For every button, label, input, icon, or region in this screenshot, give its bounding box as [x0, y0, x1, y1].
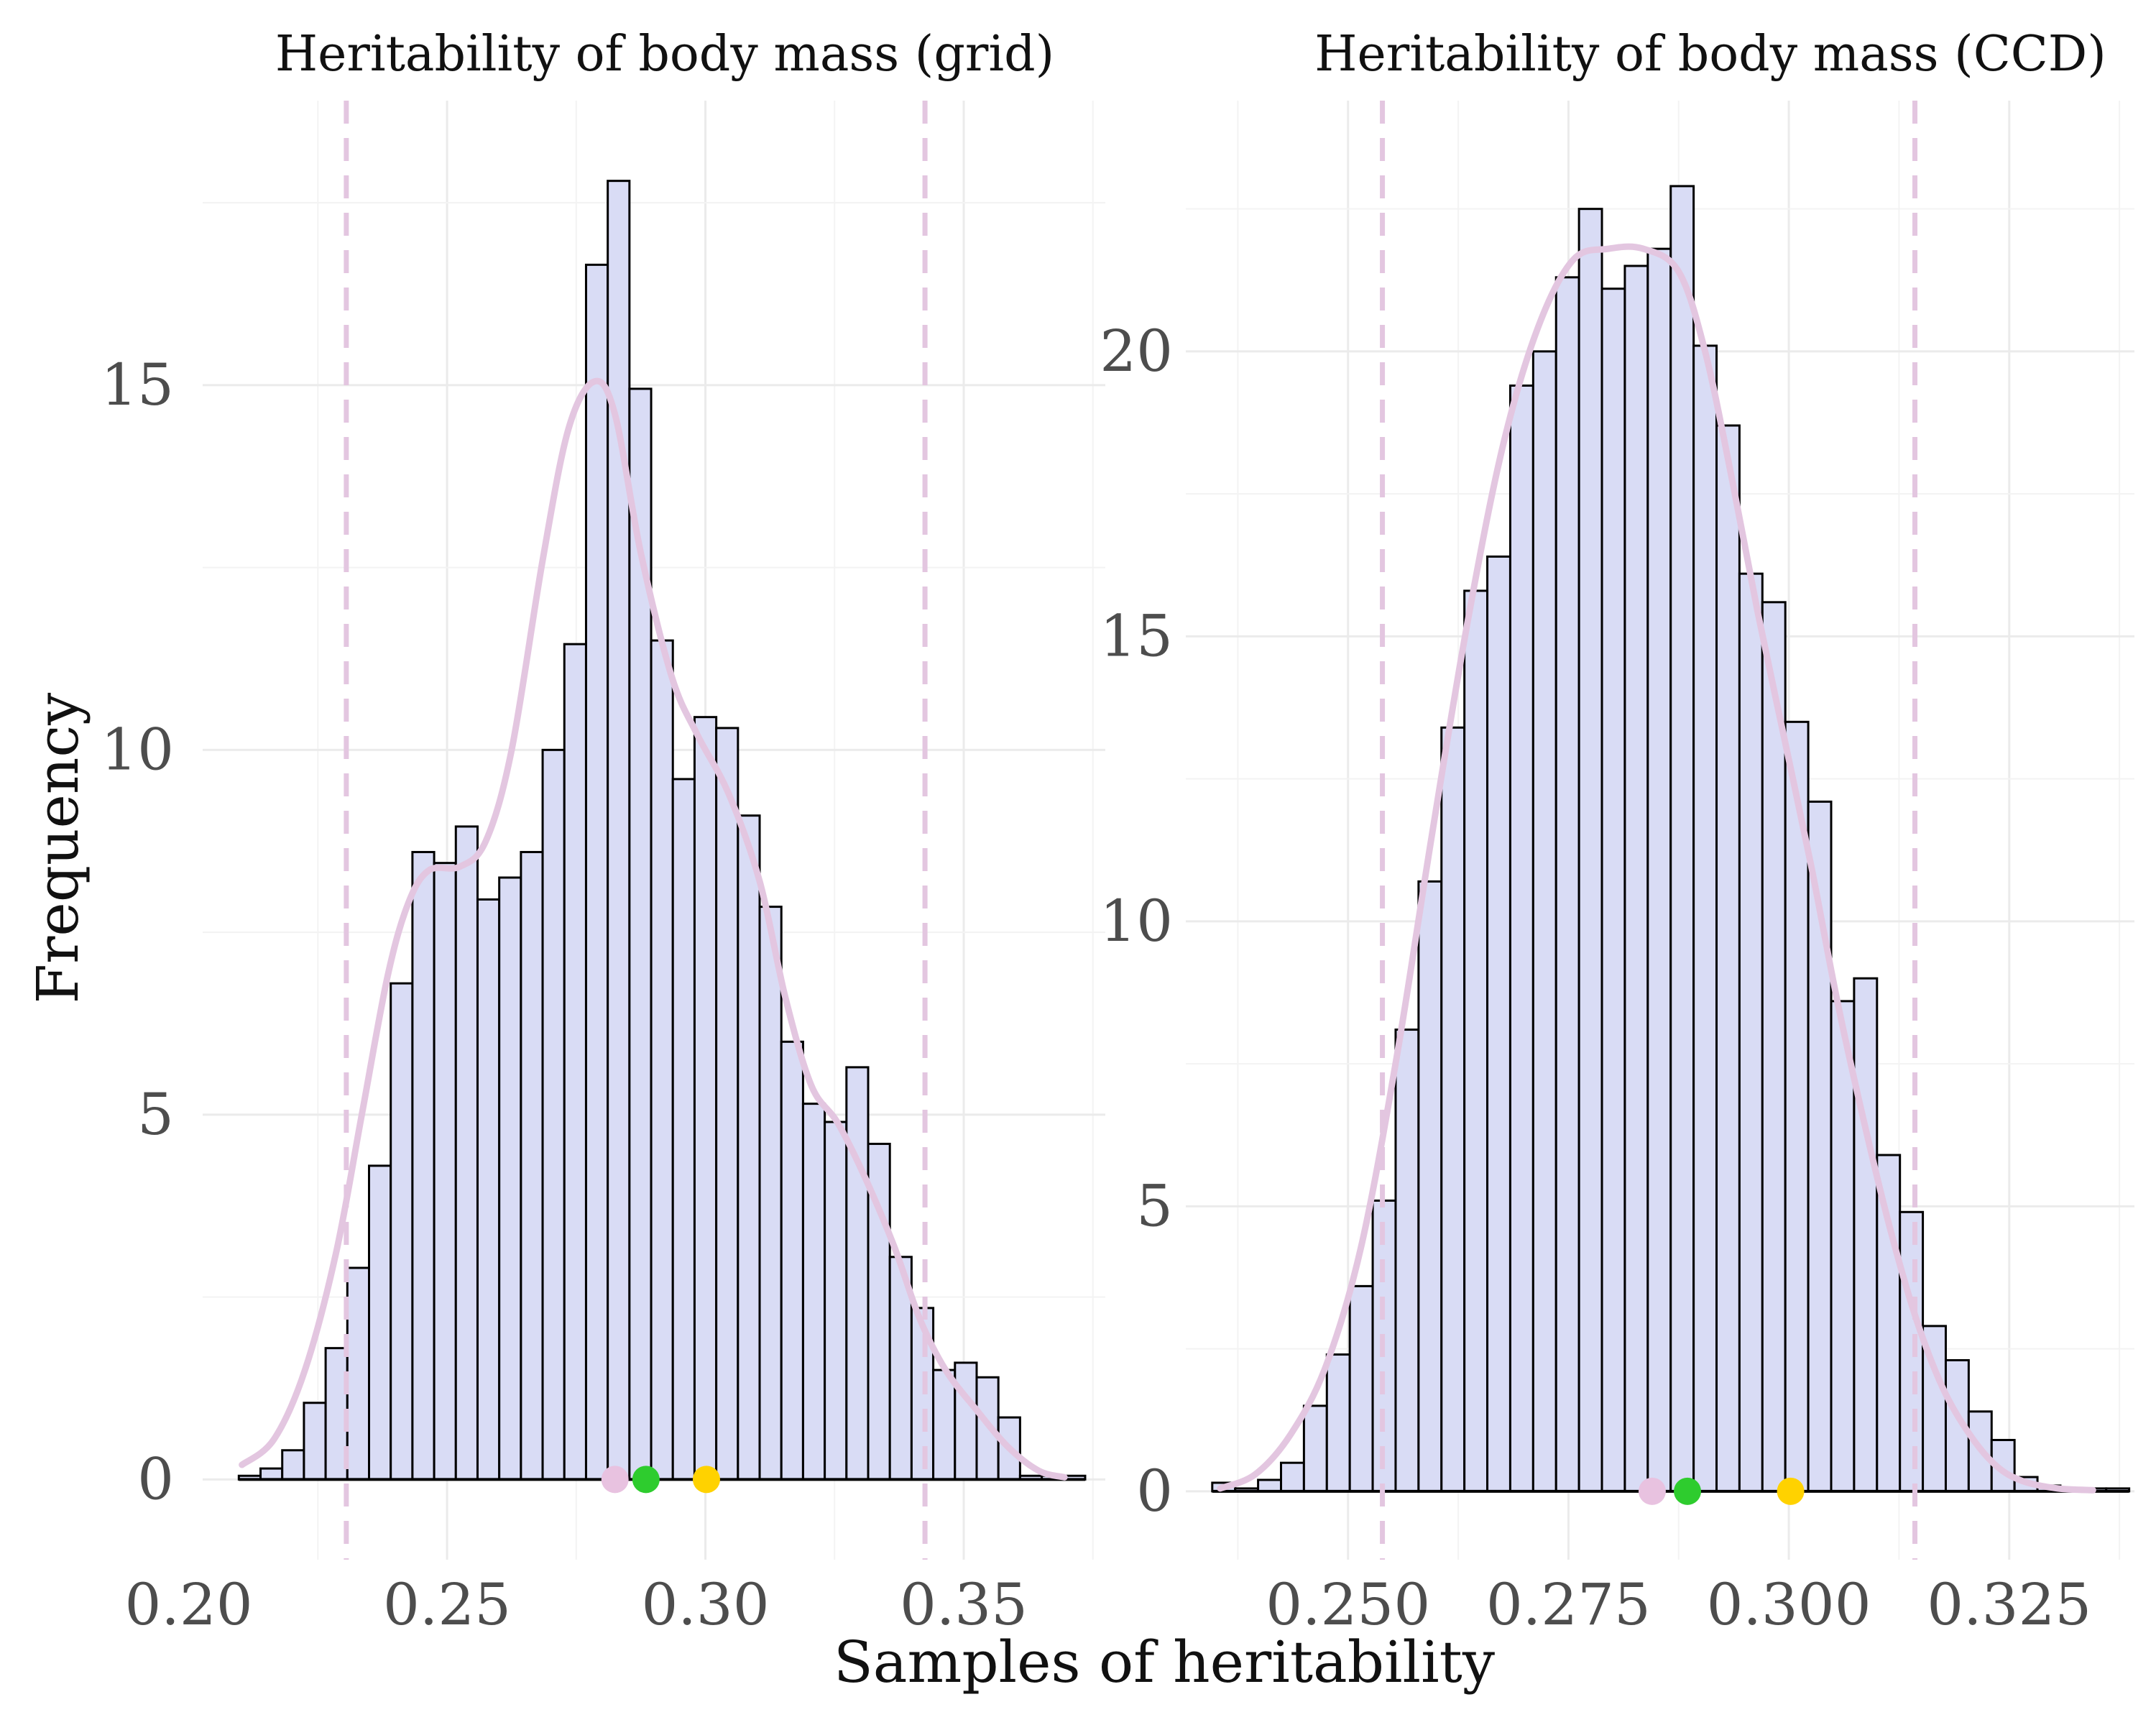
x-axis-label: Samples of heritability: [834, 1629, 1495, 1696]
y-ticks-grid: 0 5 10 15: [101, 351, 174, 1513]
histogram-bar: [1692, 344, 1718, 1493]
histogram-bar: [1463, 589, 1489, 1493]
histogram-bar: [1417, 880, 1443, 1493]
histogram-bar: [715, 727, 740, 1481]
histogram-bar: [1899, 1210, 1925, 1493]
histogram-bar: [1669, 185, 1695, 1493]
histogram-bar: [1394, 1029, 1420, 1493]
panel-title-ccd: Heritability of body mass (CCD): [1314, 26, 2106, 83]
histogram-bar: [1486, 555, 1511, 1493]
density-curve: [1217, 243, 2096, 1494]
x-tick-label: 0.300: [1707, 1571, 1871, 1638]
histogram-bar: [780, 1040, 804, 1481]
histogram-bar: [845, 1066, 870, 1481]
histogram-bar: [281, 1449, 305, 1481]
histogram-bar: [1440, 726, 1466, 1493]
density-curve-ccd: [1217, 243, 2096, 1494]
y-tick-label: 10: [1100, 888, 1173, 954]
histogram-bar: [758, 906, 783, 1481]
x-tick-label: 0.325: [1927, 1571, 2091, 1638]
y-tick-label: 15: [101, 351, 174, 418]
histogram-bar: [1646, 247, 1672, 1493]
x-tick-label: 0.20: [125, 1571, 253, 1638]
x-tick-label: 0.250: [1266, 1571, 1430, 1638]
histogram-bar: [1348, 1284, 1374, 1493]
histogram-bar: [390, 982, 414, 1481]
y-tick-label: 5: [137, 1081, 174, 1148]
points-ccd: [1638, 1477, 1805, 1505]
histogram-bar: [693, 716, 718, 1481]
estimate-point: [692, 1466, 720, 1494]
histogram-bar: [346, 1266, 371, 1481]
x-tick-label: 0.35: [900, 1571, 1028, 1638]
estimate-point: [632, 1466, 660, 1494]
estimate-point: [1777, 1477, 1805, 1505]
histogram-bar: [541, 748, 566, 1481]
panel-grid: 0.20 0.25 0.30 0.35 0 5 10 15 Heritability of …: [101, 26, 1105, 1638]
y-tick-label: 5: [1136, 1172, 1173, 1239]
histogram-bar: [737, 814, 761, 1481]
estimate-point: [1674, 1477, 1702, 1505]
y-tick-label: 0: [137, 1445, 174, 1512]
histogram-bar: [584, 263, 609, 1481]
histogram-bar: [476, 898, 501, 1481]
histogram-bar: [1738, 572, 1764, 1493]
bars-grid: [237, 180, 1087, 1481]
histogram-bar: [824, 1121, 848, 1481]
histogram-bar: [1531, 350, 1557, 1493]
y-tick-label: 0: [1136, 1458, 1173, 1524]
points-grid: [601, 1466, 720, 1494]
x-ticks-ccd: 0.250 0.275 0.300 0.325: [1266, 1571, 2091, 1638]
y-axis-label: Frequency: [24, 693, 91, 1004]
histogram-bar: [1876, 1154, 1902, 1493]
histogram-bar: [411, 850, 436, 1481]
y-tick-label: 10: [101, 716, 174, 783]
histogram-bar: [1554, 276, 1580, 1493]
histogram-bar: [498, 876, 522, 1481]
histogram-bar: [1279, 1461, 1305, 1493]
gridlines-grid: [203, 101, 1105, 1560]
bars-ccd: [1211, 185, 2131, 1493]
histogram-bar: [1257, 1478, 1282, 1493]
histogram-bar: [1508, 384, 1534, 1493]
x-tick-label: 0.25: [383, 1571, 511, 1638]
histogram-bar: [607, 180, 631, 1481]
histogram-bar: [1577, 208, 1603, 1493]
y-ticks-ccd: 0 5 10 15 20: [1100, 318, 1173, 1524]
y-tick-label: 15: [1100, 602, 1173, 669]
x-tick-label: 0.275: [1486, 1571, 1651, 1638]
panel-ccd: 0.250 0.275 0.300 0.325 0 5 10 15 20 Heritabili…: [1100, 26, 2134, 1638]
histogram-bar: [1784, 720, 1810, 1493]
histogram-bar: [1715, 424, 1741, 1493]
panel-title-grid: Heritability of body mass (grid): [275, 26, 1054, 83]
histogram-bar: [433, 862, 457, 1481]
histogram-bar: [1325, 1353, 1351, 1493]
histogram-bar: [932, 1368, 957, 1481]
histogram-bar: [1761, 601, 1787, 1493]
histogram-bar: [954, 1361, 978, 1481]
histogram-bar: [563, 643, 587, 1481]
x-ticks-grid: 0.20 0.25 0.30 0.35: [125, 1571, 1028, 1638]
density-curve: [239, 377, 1068, 1481]
histogram-bar: [650, 639, 674, 1481]
histogram-bar: [801, 1103, 826, 1481]
histogram-bar: [1600, 288, 1626, 1493]
histogram-bar: [520, 850, 544, 1481]
histogram-bar: [910, 1307, 935, 1481]
density-curve-grid: [239, 377, 1068, 1481]
y-tick-label: 20: [1100, 318, 1173, 385]
histogram-bar: [303, 1402, 327, 1481]
histogram-bar: [454, 825, 479, 1481]
x-tick-label: 0.30: [641, 1571, 769, 1638]
histogram-bar: [671, 778, 696, 1481]
histogram-bar: [368, 1164, 392, 1481]
dashed-lines-grid: [344, 101, 928, 1560]
histogram-bar: [1623, 264, 1649, 1493]
estimate-point: [601, 1466, 629, 1494]
histogram-bar: [1853, 977, 1879, 1493]
estimate-point: [1638, 1477, 1666, 1505]
histogram-bar: [1302, 1404, 1328, 1493]
histogram-bar: [259, 1467, 284, 1481]
